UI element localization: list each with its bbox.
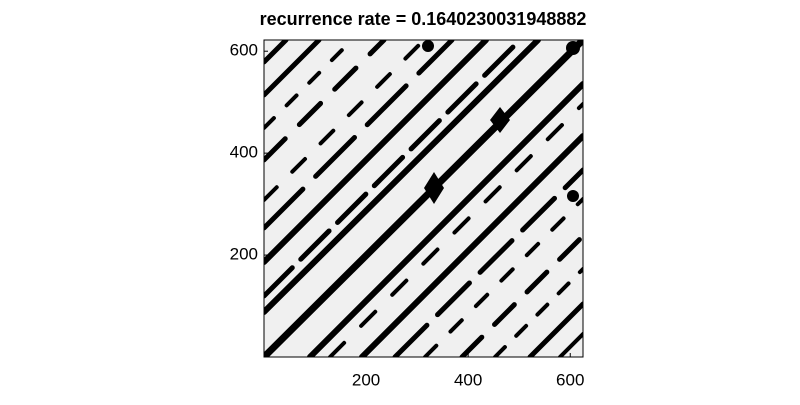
recurrence-blobs <box>422 40 580 204</box>
plot-frame <box>263 39 584 358</box>
x-tick-label: 400 <box>454 370 482 389</box>
chart-title: recurrence rate = 0.1640230031948882 <box>260 9 587 29</box>
y-tick-label: 400 <box>230 143 258 162</box>
recurrence-pattern <box>264 40 583 357</box>
y-tick-label: 600 <box>230 41 258 60</box>
x-tick-label: 200 <box>352 370 380 389</box>
x-tick-label: 600 <box>556 370 584 389</box>
y-tick-label: 200 <box>230 245 258 264</box>
